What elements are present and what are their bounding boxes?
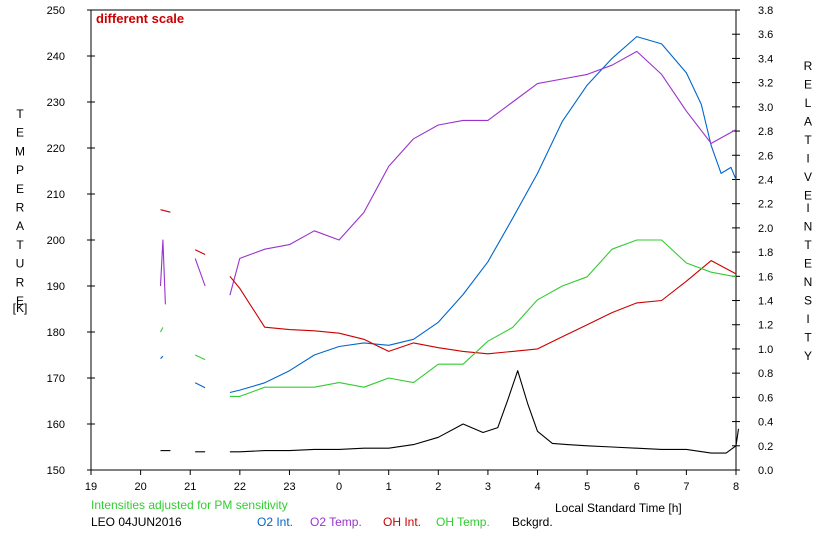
- y-left-title-letter: R: [16, 201, 25, 215]
- o2-temp-line: [159, 239, 166, 305]
- y-right-title-letter: I: [806, 312, 809, 326]
- y-right-title-letter: A: [804, 115, 812, 129]
- y-right-tick-label: 2.4: [758, 174, 773, 186]
- y-right-tick-label: 0.4: [758, 417, 773, 429]
- y-right-tick-label: 0.2: [758, 441, 773, 453]
- y-right-tick-label: 3.6: [758, 29, 773, 41]
- y-left-title-letter: A: [16, 219, 24, 233]
- y-right-tick-label: 1.8: [758, 247, 773, 259]
- oh-int-line: [194, 249, 206, 255]
- oh-temp-line: [229, 239, 737, 397]
- legend-bckgrd: Bckgrd.: [512, 515, 553, 529]
- y-right-title-letter: T: [804, 133, 812, 147]
- y-right-title-letter: R: [804, 59, 813, 73]
- y-left-tick-label: 180: [47, 327, 65, 339]
- legend-o2-int: O2 Int.: [257, 515, 294, 529]
- y-right-tick-label: 3.8: [758, 5, 773, 17]
- y-right-tick-label: 3.0: [758, 102, 773, 114]
- y-left-tick-label: 220: [47, 143, 65, 155]
- x-tick-label: 1: [386, 481, 392, 493]
- y-right-title-letter: T: [804, 331, 812, 345]
- bckgrd-line: [229, 370, 740, 454]
- y-left-tick-label: 230: [47, 97, 65, 109]
- y-right-tick-label: 2.8: [758, 126, 773, 138]
- legend-oh-temp: OH Temp.: [436, 515, 490, 529]
- y-left-tick-label: 150: [47, 465, 65, 477]
- o2-temp-line: [194, 258, 206, 287]
- x-tick-label: 23: [283, 481, 295, 493]
- y-left-title-letter: T: [16, 238, 24, 252]
- different-scale-note: different scale: [96, 11, 185, 26]
- y-left-tick-label: 160: [47, 419, 65, 431]
- y-left-tick-label: 240: [47, 51, 65, 63]
- y-left-title-letter: M: [15, 144, 25, 158]
- x-tick-label: 3: [485, 481, 491, 493]
- pm-sensitivity-note: Intensities adjusted for PM sensitivity: [91, 498, 288, 512]
- x-tick-label: 4: [534, 481, 540, 493]
- y-right-title-letter: E: [804, 189, 812, 203]
- y-left-title-letter: E: [16, 182, 24, 196]
- y-right-title-letter: I: [806, 201, 809, 215]
- y-right-title-letter: N: [804, 220, 813, 234]
- y-left-title-letter: U: [16, 257, 25, 271]
- y-right-tick-label: 0.0: [758, 465, 773, 477]
- y-right-tick-label: 2.0: [758, 223, 773, 235]
- y-right-title-letter: E: [804, 257, 812, 271]
- y-left-unit: [K]: [13, 301, 28, 315]
- o2-temp-line: [229, 50, 737, 296]
- o2-int-line: [160, 355, 164, 359]
- x-tick-label: 19: [85, 481, 97, 493]
- legend-oh-int: OH Int.: [383, 515, 422, 529]
- y-right-tick-label: 1.0: [758, 344, 773, 356]
- o2-int-line: [229, 36, 737, 394]
- y-left-tick-label: 170: [47, 373, 65, 385]
- y-left-title-letter: E: [16, 294, 24, 308]
- o2-int-line: [194, 382, 206, 389]
- station-label: LEO 04JUN2016: [91, 515, 182, 529]
- x-tick-label: 20: [134, 481, 146, 493]
- y-left-tick-label: 190: [47, 281, 65, 293]
- y-right-tick-label: 0.8: [758, 368, 773, 380]
- legend-o2-temp: O2 Temp.: [310, 515, 362, 529]
- y-right-tick-label: 3.4: [758, 53, 773, 65]
- y-right-tick-label: 2.6: [758, 150, 773, 162]
- y-right-title-letter: S: [804, 294, 812, 308]
- oh-temp-line: [194, 354, 206, 361]
- y-right-tick-label: 2.2: [758, 199, 773, 211]
- y-left-title-letter: R: [16, 275, 25, 289]
- oh-int-line: [160, 209, 171, 213]
- y-right-tick-label: 1.4: [758, 296, 773, 308]
- y-right-tick-label: 1.6: [758, 271, 773, 283]
- y-left-tick-label: 210: [47, 189, 65, 201]
- y-left-tick-label: 200: [47, 235, 65, 247]
- y-right-title-letter: I: [806, 152, 809, 166]
- y-right-title-letter: T: [804, 238, 812, 252]
- oh-temp-line: [160, 327, 164, 333]
- y-left-title-letter: P: [16, 163, 24, 177]
- x-tick-label: 7: [683, 481, 689, 493]
- y-right-title-letter: L: [805, 96, 812, 110]
- x-tick-label: 8: [733, 481, 739, 493]
- x-tick-label: 0: [336, 481, 342, 493]
- y-left-tick-label: 250: [47, 5, 65, 17]
- x-tick-label: 2: [435, 481, 441, 493]
- y-right-tick-label: 0.6: [758, 392, 773, 404]
- x-tick-label: 6: [634, 481, 640, 493]
- x-tick-label: 5: [584, 481, 590, 493]
- y-right-title-letter: E: [804, 78, 812, 92]
- y-right-title-letter: N: [804, 275, 813, 289]
- oh-int-line: [229, 260, 737, 355]
- y-left-title-letter: T: [16, 107, 24, 121]
- y-right-title-letter: V: [804, 170, 812, 184]
- y-right-tick-label: 3.2: [758, 78, 773, 90]
- y-right-title-letter: Y: [804, 349, 812, 363]
- y-left-title-letter: E: [16, 126, 24, 140]
- x-tick-label: 21: [184, 481, 196, 493]
- y-right-tick-label: 1.2: [758, 320, 773, 332]
- x-axis-title: Local Standard Time [h]: [555, 501, 682, 515]
- x-tick-label: 22: [234, 481, 246, 493]
